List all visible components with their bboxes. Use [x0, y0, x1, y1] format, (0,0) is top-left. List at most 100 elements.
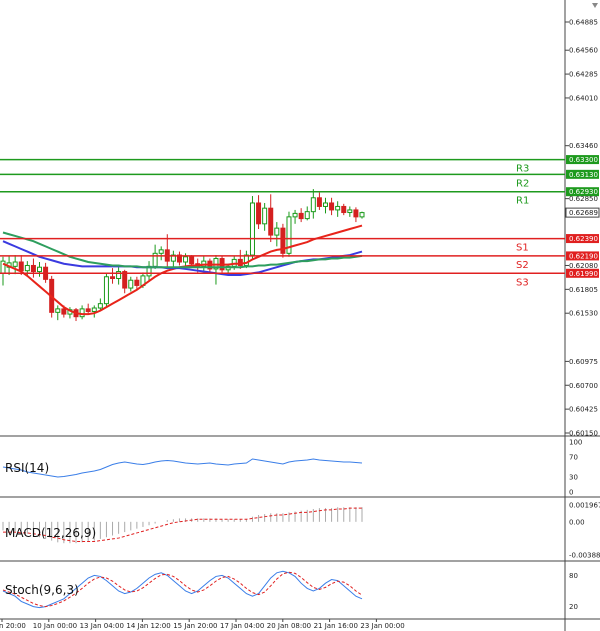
candle-body [292, 212, 298, 218]
rsi-line [2, 458, 363, 478]
price-tick-label: 0.64885 [569, 19, 598, 27]
candle-body [359, 212, 365, 218]
macd-tick-label: -0.003881 [569, 552, 600, 560]
candle-body [262, 207, 268, 225]
corner-arrow-icon [592, 3, 598, 8]
pivot-levels-layer: R3 0.63300 R2 0.63130 R1 0.62930 S1 0.62390 S2 0.… [0, 155, 600, 288]
candle-body [304, 211, 310, 220]
rsi-panel: 100 70 30 0 [2, 439, 582, 497]
pivot-level-tag [566, 187, 599, 197]
candle-body [158, 249, 164, 254]
candle-body [116, 271, 122, 279]
candle-body [189, 256, 195, 265]
candle-body [268, 207, 274, 236]
price-tick-label: 0.62080 [569, 262, 598, 270]
candle-body [170, 254, 176, 262]
time-tick-label: 10 Jan 00:00 [33, 622, 77, 630]
price-tick-label: 0.62850 [569, 195, 598, 203]
rsi-tick-label: 30 [569, 474, 578, 482]
candle-body [256, 202, 262, 225]
pivot-level-name: S2 [516, 260, 529, 271]
candle-body [286, 216, 292, 254]
candle-body [128, 279, 134, 289]
candle-body [37, 266, 43, 273]
candle-body [97, 303, 103, 309]
time-tick-label: 9 Jan 20:00 [0, 622, 26, 630]
pivot-level-value: 0.63300 [569, 156, 598, 164]
pivot-level-tag [566, 251, 599, 261]
current-price-tag [565, 207, 600, 218]
candle-body [85, 308, 91, 312]
candle-body [347, 209, 353, 214]
current-price-value: 0.62689 [569, 209, 598, 217]
candle-body [176, 254, 182, 263]
candle-body [55, 308, 61, 313]
candle-body [0, 260, 6, 274]
candle-body [237, 258, 243, 266]
pivot-level-tag [566, 268, 599, 278]
candle-body [12, 261, 18, 267]
candle-body [316, 197, 322, 207]
price-tick-label: 0.64285 [569, 71, 598, 79]
rsi-tick-label: 0 [569, 489, 573, 497]
candles-layer [0, 189, 365, 322]
rsi-tick-label: 70 [569, 454, 578, 462]
pivot-level-value: 0.61990 [569, 270, 598, 278]
candle-body [183, 256, 189, 263]
candle-body [110, 276, 116, 279]
pivot-level-name: S3 [516, 277, 529, 288]
macd-label: MACD(12,26,9) [5, 526, 96, 540]
moving-average-line [2, 240, 363, 277]
candle-body [310, 197, 316, 213]
price-tick-label: 0.63460 [569, 142, 598, 150]
candle-body [79, 308, 85, 318]
candle-body [353, 209, 359, 218]
pivot-level-tag [566, 169, 599, 179]
pivot-level-value: 0.62930 [569, 188, 598, 196]
time-tick-label: 23 Jan 00:00 [360, 622, 404, 630]
stoch-label: Stoch(9,6,3) [5, 583, 79, 597]
time-tick-label: 17 Jan 04:00 [220, 622, 264, 630]
price-tick-label: 0.61805 [569, 286, 598, 294]
price-tick-label: 0.64560 [569, 47, 598, 55]
time-tick-label: 20 Jan 08:00 [267, 622, 311, 630]
moving-averages-layer [2, 224, 363, 316]
time-tick-label: 14 Jan 12:00 [126, 622, 170, 630]
price-tick-label: 0.60150 [569, 430, 598, 438]
candle-body [134, 279, 140, 286]
price-tick-label: 0.60975 [569, 358, 598, 366]
candle-body [30, 264, 36, 273]
candle-body [18, 261, 24, 272]
pivot-level-value: 0.63130 [569, 171, 598, 179]
stoch-k-line [2, 570, 363, 609]
macd-panel: 0.001967 0.00 -0.003881 [2, 502, 600, 560]
price-axis: 0.64885 0.64560 0.64285 0.64010 0.63460 0.628… [565, 19, 598, 438]
candle-body [298, 212, 304, 220]
candle-body [322, 202, 328, 207]
stoch-d-line [2, 571, 363, 608]
candle-body [91, 307, 97, 312]
price-tick-label: 0.64010 [569, 94, 598, 102]
candle-body [329, 202, 335, 211]
candle-body [122, 271, 128, 289]
candle-body [24, 264, 30, 272]
candle-body [280, 227, 286, 254]
pivot-level-name: R1 [516, 196, 529, 207]
candle-body [249, 202, 255, 256]
candle-body [341, 205, 347, 214]
moving-average-line [2, 231, 363, 269]
pivot-level-value: 0.62190 [569, 252, 598, 260]
pivot-level-tag [566, 234, 599, 244]
candle-body [274, 227, 280, 236]
pivot-level-name: R3 [516, 164, 529, 175]
time-tick-label: 15 Jan 20:00 [173, 622, 217, 630]
rsi-tick-label: 100 [569, 439, 582, 447]
stoch-panel: 80 20 [2, 570, 578, 611]
price-tick-label: 0.60700 [569, 382, 598, 390]
stoch-tick-label: 20 [569, 603, 578, 611]
candle-body [61, 308, 67, 315]
price-tick-label: 0.60425 [569, 406, 598, 414]
